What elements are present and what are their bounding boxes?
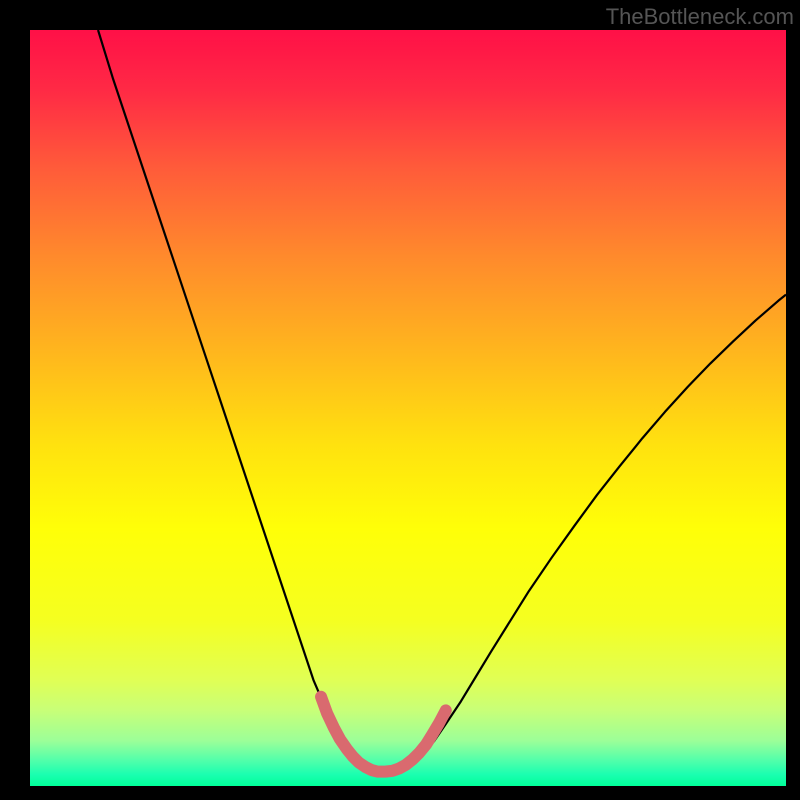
plot-svg — [30, 30, 786, 786]
highlight-marker — [316, 691, 327, 702]
plot-area — [30, 30, 786, 786]
watermark-text: TheBottleneck.com — [606, 4, 794, 30]
highlight-marker — [440, 705, 451, 716]
highlight-marker — [322, 708, 333, 719]
gradient-background — [30, 30, 786, 786]
chart-frame: TheBottleneck.com — [0, 0, 800, 800]
highlight-marker — [427, 729, 438, 740]
highlight-marker — [434, 718, 445, 729]
highlight-marker — [328, 722, 339, 733]
highlight-marker — [421, 739, 432, 750]
highlight-marker — [334, 734, 345, 745]
